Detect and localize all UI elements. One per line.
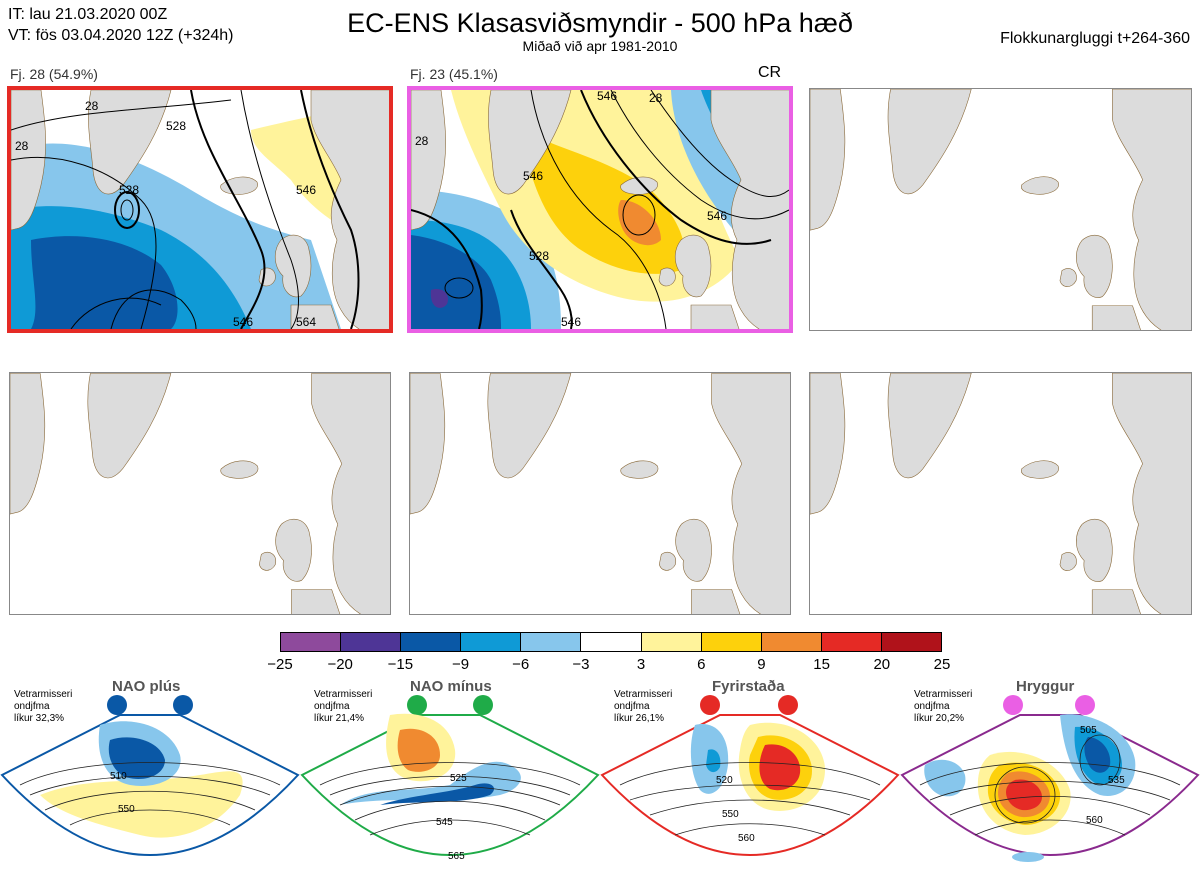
colorbar-swatch [281, 633, 342, 651]
valid-time: VT: fös 03.04.2020 12Z (+324h) [8, 27, 234, 44]
colorbar-swatch [641, 633, 702, 651]
contour-label: 546 [233, 315, 253, 329]
regime-nao-plus: NAO plús Vetrarmisseri ondjfma líkur 32,… [0, 675, 300, 871]
regime-nao-minus: NAO mínus Vetrarmisseri ondjfma líkur 21… [300, 675, 600, 871]
colorbar-tick-label: −3 [572, 656, 590, 673]
header-times: IT: lau 21.03.2020 00Z VT: fös 03.04.202… [8, 4, 233, 46]
colorbar-swatch [401, 633, 462, 651]
colorbar-swatch [761, 633, 822, 651]
regime-blocking: Fyrirstaða Vetrarmisseri ondjfma líkur 2… [600, 675, 900, 871]
regime-note: Vetrarmisseri ondjfma líkur 20,2% [914, 689, 973, 724]
page-subtitle: Miðað við apr 1981-2010 [522, 38, 678, 54]
regime-name: NAO plús [112, 678, 181, 695]
page-title: EC-ENS Klasasviðsmyndir - 500 hPa hæð [347, 8, 853, 38]
colorbar-swatch [581, 633, 642, 651]
colorbar-swatch [521, 633, 582, 651]
circle-marker-icon [473, 695, 493, 715]
circle-marker-icon [1003, 695, 1023, 715]
classification-window: Flokkunargluggi t+264-360 [1000, 30, 1190, 47]
contour-label: 546 [561, 315, 581, 329]
colorbar-swatch [341, 633, 402, 651]
colorbar-tick-label: −6 [512, 656, 530, 673]
colorbar-swatch [821, 633, 882, 651]
panel-2-tag: CR [758, 64, 782, 81]
contour-label: 528 [119, 183, 139, 197]
cluster-map-panel-6 [809, 372, 1192, 615]
colorbar-tick-label: 25 [933, 656, 951, 673]
contour-label: 525 [450, 773, 467, 784]
regime-note: Vetrarmisseri ondjfma líkur 32,3% [14, 689, 73, 724]
colorbar-swatch [881, 633, 942, 651]
colorbar-tick-label: 3 [636, 656, 646, 673]
contour-label: 528 [166, 119, 186, 133]
circle-marker-icon [173, 695, 193, 715]
contour-label: 564 [296, 315, 316, 329]
cluster-map-panel-1[interactable]: 528 528 546 546 564 28 28 [7, 86, 393, 333]
colorbar-swatch [461, 633, 522, 651]
contour-label: 535 [1108, 775, 1125, 786]
colorbar-tick-label: −15 [387, 656, 414, 673]
contour-label: 560 [1086, 815, 1103, 826]
map-panel-icon [810, 373, 1191, 614]
colorbar-tick-label: −20 [327, 656, 353, 673]
contour-label: 520 [716, 775, 733, 786]
contour-label: 28 [85, 99, 99, 113]
panel-2-label: Fj. 23 (45.1%) [410, 66, 498, 82]
circle-marker-icon [407, 695, 427, 715]
cluster-map-panel-4 [9, 372, 391, 615]
cluster-map-panel-5 [409, 372, 791, 615]
colorbar-tick-label: −25 [267, 656, 293, 673]
colorbar-tick-label: 9 [757, 656, 766, 673]
contour-label: 28 [649, 91, 663, 105]
colorbar-tick-label: 20 [873, 656, 891, 673]
regime-name: Hryggur [1016, 678, 1075, 695]
colorbar-tick-label: 15 [813, 656, 830, 673]
regime-name: Fyrirstaða [712, 678, 785, 695]
map-panel-icon [410, 373, 790, 614]
contour-label: 28 [415, 134, 429, 148]
map-panel-icon [810, 89, 1191, 330]
regime-ridge: Hryggur Vetrarmisseri ondjfma líkur 20,2… [900, 675, 1200, 871]
circle-marker-icon [778, 695, 798, 715]
contour-label: 550 [118, 804, 135, 815]
colorbar-swatch [701, 633, 762, 651]
contour-label: 505 [1080, 725, 1097, 736]
regime-note: Vetrarmisseri ondjfma líkur 21,4% [314, 689, 373, 724]
colorbar [280, 632, 942, 652]
contour-label: 510 [110, 771, 127, 782]
regime-name: NAO mínus [410, 678, 492, 695]
contour-label: 565 [448, 851, 465, 862]
map-panel-icon [10, 373, 390, 614]
contour-label: 546 [523, 169, 543, 183]
colorbar-tick-label: 6 [697, 656, 706, 673]
contour-label: 545 [436, 817, 453, 828]
cluster-map-panel-3 [809, 88, 1192, 331]
circle-marker-icon [1075, 695, 1095, 715]
panel-1-label: Fj. 28 (54.9%) [10, 66, 98, 82]
circle-marker-icon [700, 695, 720, 715]
map-panel-icon: 546 546 546 528 28 28 546 [411, 90, 789, 329]
cluster-map-panel-2[interactable]: 546 546 546 528 28 28 546 [407, 86, 793, 333]
contour-label: 560 [738, 833, 755, 844]
contour-label: 528 [529, 249, 549, 263]
contour-label: 550 [722, 809, 739, 820]
circle-marker-icon [107, 695, 127, 715]
contour-label: 28 [15, 139, 29, 153]
colorbar-tick-label: −9 [451, 656, 470, 673]
initial-time: IT: lau 21.03.2020 00Z [8, 6, 168, 23]
contour-label: 546 [597, 90, 617, 103]
map-panel-icon: 528 528 546 546 564 28 28 [11, 90, 389, 329]
contour-label: 546 [296, 183, 316, 197]
contour-label: 546 [707, 209, 727, 223]
regime-note: Vetrarmisseri ondjfma líkur 26,1% [614, 689, 673, 724]
